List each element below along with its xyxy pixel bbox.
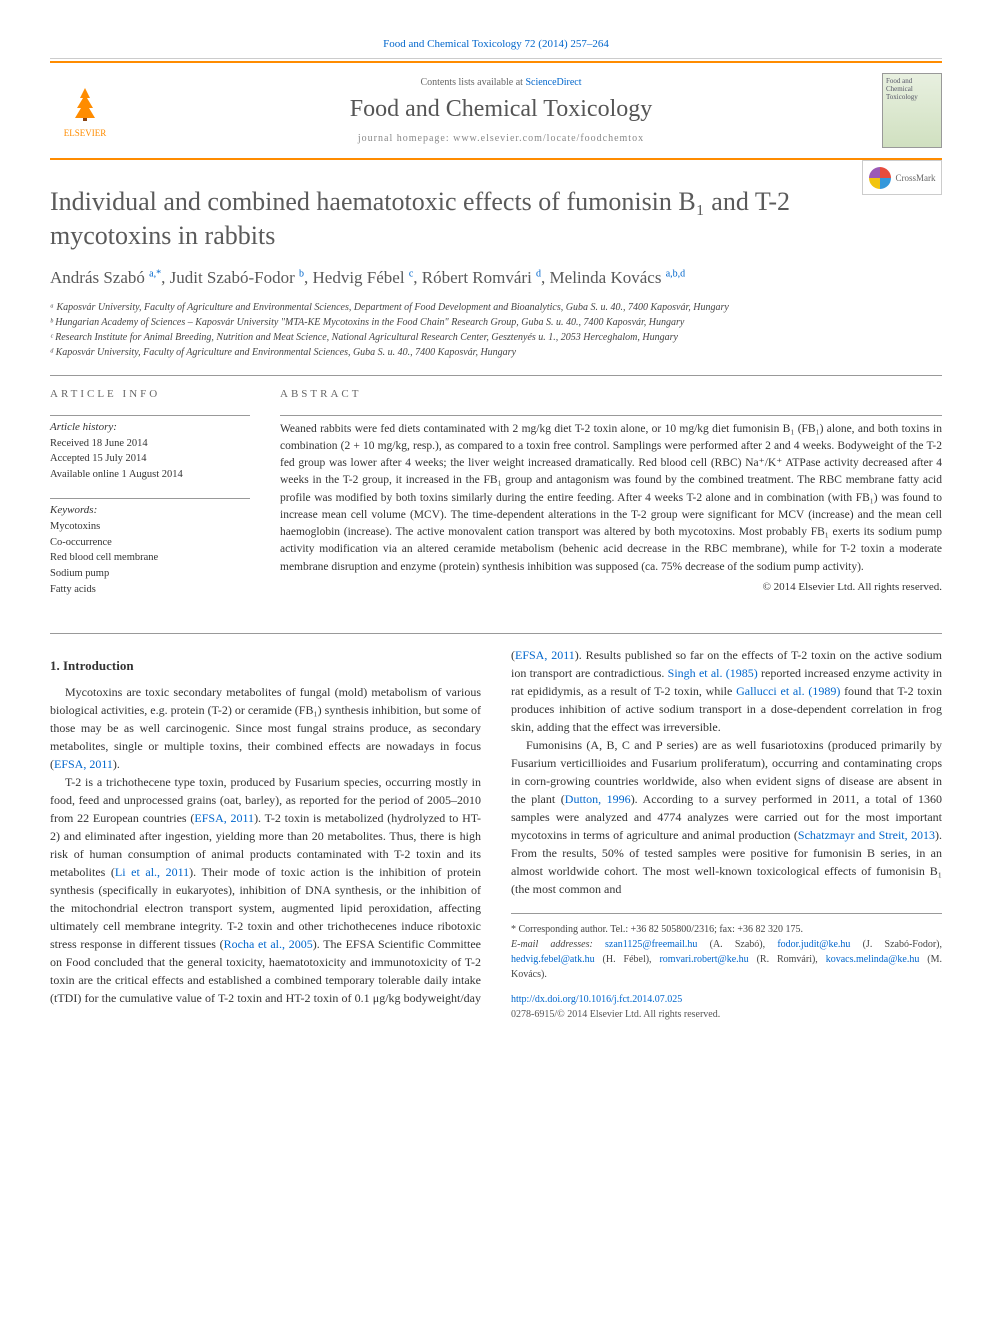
citation-link[interactable]: Schatzmayr and Streit, 2013 [798,828,935,842]
publisher-name: ELSEVIER [50,128,120,138]
abstract-copyright: © 2014 Elsevier Ltd. All rights reserved… [280,581,942,593]
history-label: Article history: [50,421,250,433]
citation-link[interactable]: Gallucci et al. (1989) [736,684,840,698]
elsevier-logo: ELSEVIER [50,83,120,138]
article-history: Received 18 June 2014Accepted 15 July 20… [50,436,250,483]
citation-link[interactable]: EFSA, 2011 [515,648,575,662]
journal-name: Food and Chemical Toxicology [120,96,882,123]
citation-link[interactable]: Dutton, 1996 [565,792,631,806]
body-paragraph: Mycotoxins are toxic secondary metabolit… [50,683,481,773]
abstract-section: ABSTRACT Weaned rabbits were fed diets c… [280,388,942,613]
crossmark-badge[interactable]: CrossMark [862,160,942,195]
doi-link[interactable]: http://dx.doi.org/10.1016/j.fct.2014.07.… [511,994,682,1005]
crossmark-icon [869,167,891,189]
elsevier-tree-icon [65,83,105,123]
journal-cover-thumbnail: Food and Chemical Toxicology [882,73,942,148]
journal-homepage: journal homepage: www.elsevier.com/locat… [120,133,882,144]
citation-link[interactable]: Li et al., 2011 [115,865,189,879]
contents-line: Contents lists available at ScienceDirec… [120,77,882,88]
keywords-label: Keywords: [50,504,250,516]
issn-copyright: 0278-6915/© 2014 Elsevier Ltd. All right… [511,1007,942,1022]
affiliations: ᵃ Kaposvár University, Faculty of Agricu… [50,300,942,360]
article-title: Individual and combined haematotoxic eff… [50,185,942,253]
email-addresses: E-mail addresses: szan1125@freemail.hu (… [511,937,942,982]
abstract-heading: ABSTRACT [280,388,942,400]
citation-link[interactable]: EFSA, 2011 [54,757,113,771]
journal-header: ELSEVIER Contents lists available at Sci… [50,61,942,160]
section-1-heading: 1. Introduction [50,656,481,676]
citation-bar: Food and Chemical Toxicology 72 (2014) 2… [50,30,942,59]
article-info-sidebar: ARTICLE INFO Article history: Received 1… [50,388,250,613]
citation-link[interactable]: Rocha et al., 2005 [224,937,313,951]
article-info-heading: ARTICLE INFO [50,388,250,400]
body-paragraph: Fumonisins (A, B, C and P series) are as… [511,736,942,898]
authors-list: András Szabó a,*, Judit Szabó-Fodor b, H… [50,268,942,288]
citation-link[interactable]: EFSA, 2011 [194,811,254,825]
corresponding-author: * Corresponding author. Tel.: +36 82 505… [511,922,942,937]
sciencedirect-link[interactable]: ScienceDirect [525,77,581,88]
abstract-text: Weaned rabbits were fed diets contaminat… [280,421,942,576]
citation-link[interactable]: Singh et al. (1985) [668,666,758,680]
keywords-list: MycotoxinsCo-occurrenceRed blood cell me… [50,519,250,598]
article-body: 1. Introduction Mycotoxins are toxic sec… [50,646,942,1022]
footnotes: * Corresponding author. Tel.: +36 82 505… [511,913,942,1022]
